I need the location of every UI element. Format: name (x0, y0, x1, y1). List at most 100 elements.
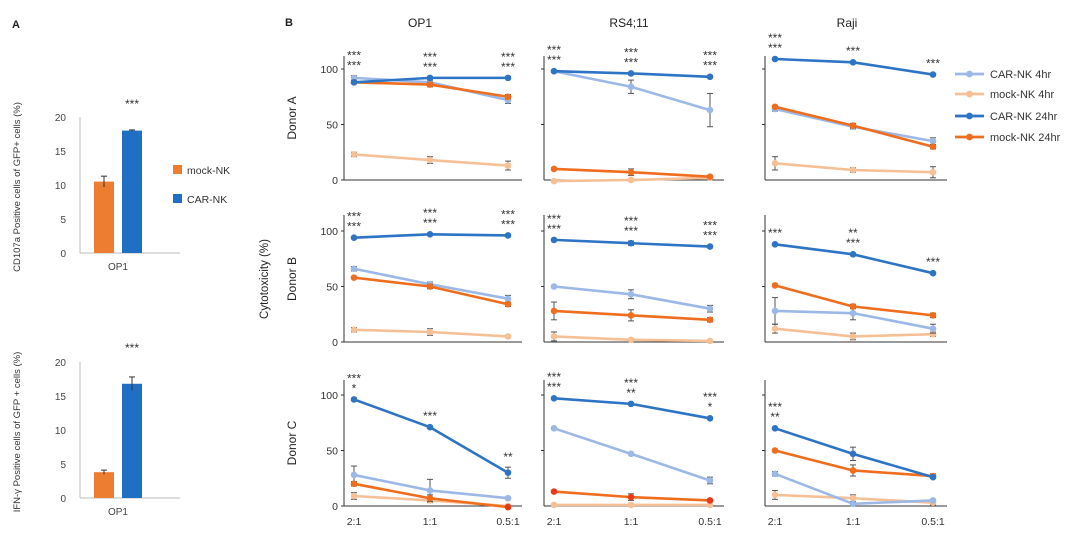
data-point (550, 395, 558, 402)
data-point (550, 333, 558, 340)
column-title: OP1 (408, 16, 432, 30)
data-point (771, 282, 779, 289)
row-title: Donor B (285, 257, 299, 301)
x-tick-label: OP1 (108, 262, 128, 273)
x-tick-label: 0.5:1 (496, 516, 520, 528)
significance-stars: *** (547, 43, 561, 57)
data-point (771, 241, 779, 248)
significance-stars: *** (703, 49, 717, 63)
y-tick-label: 50 (326, 446, 338, 458)
significance-stars: *** (125, 97, 139, 111)
y-axis-label: Cytotoxicity (%) (259, 239, 271, 319)
x-tick-label: 0.5:1 (698, 516, 722, 528)
data-point (771, 307, 779, 315)
line-chart-donor-a-rs411: ************ ****** (541, 43, 724, 185)
significance-stars: *** (547, 53, 561, 67)
significance-stars: *** (423, 60, 437, 74)
data-point (426, 156, 434, 164)
cytotoxicity-line-charts: OP1 RS4;11 Raji Donor A Donor B Donor C Cytoto… (259, 16, 947, 528)
data-point (771, 425, 779, 432)
data-point (426, 231, 434, 238)
data-point (627, 450, 635, 458)
data-point (849, 450, 857, 458)
data-point (627, 239, 635, 247)
significance-stars: *** (768, 226, 782, 240)
panel-label-b: B (285, 17, 293, 29)
data-point (771, 160, 779, 167)
data-point (929, 497, 937, 504)
y-tick-label: 20 (55, 113, 67, 124)
data-point (504, 93, 512, 101)
bar-car-nk (122, 130, 142, 253)
line-chart-donor-b-raji: *** ******** (762, 215, 947, 343)
x-tick-label: 2:1 (768, 516, 783, 528)
y-tick-label: 10 (55, 181, 67, 192)
data-point (504, 494, 512, 502)
data-point (426, 423, 434, 431)
data-point (849, 59, 857, 66)
y-tick-label: 15 (55, 392, 67, 403)
data-point (627, 336, 635, 344)
significance-stars: * (352, 381, 357, 395)
data-point (627, 290, 635, 298)
significance-stars: *** (768, 400, 782, 414)
legend-label: CAR-NK 24hr (990, 111, 1058, 123)
legend-label: mock-NK (187, 165, 230, 177)
data-point (350, 396, 358, 403)
significance-stars: *** (501, 60, 515, 74)
significance-stars: *** (703, 228, 717, 242)
significance-stars: *** (347, 59, 361, 73)
significance-stars: *** (768, 41, 782, 55)
significance-stars: *** (703, 390, 717, 404)
data-point (706, 173, 714, 180)
y-tick-label: 100 (320, 390, 338, 402)
data-point (849, 309, 857, 317)
legend-label: mock-NK 24hr (990, 132, 1061, 144)
significance-stars: *** (547, 370, 561, 384)
data-point (350, 79, 358, 86)
data-point (929, 143, 937, 150)
data-point (771, 103, 779, 111)
bar-chart-cd107a: 0 5 10 15 20 *** OP1 CD107a Positive cells of G… (12, 97, 230, 273)
significance-stars: *** (768, 31, 782, 45)
bar-chart-ifng: 0 5 10 15 20 *** OP1 IFN-γ Positive cells of GF… (12, 341, 180, 518)
line-chart-donor-c-rs411: 2:1 1:1 0.5:1****** ***** **** (541, 370, 724, 528)
data-point (849, 122, 857, 129)
data-point (426, 74, 434, 82)
significance-stars: *** (624, 376, 638, 390)
significance-stars: ** (503, 450, 513, 464)
x-tick-label: OP1 (108, 507, 128, 518)
row-title: Donor A (285, 96, 299, 139)
y-tick-label: 0 (332, 175, 338, 187)
data-point (426, 494, 434, 502)
data-point (426, 487, 434, 494)
data-point (550, 283, 558, 290)
y-tick-label: 100 (320, 64, 338, 76)
data-point (350, 234, 358, 241)
bar-mock-nk (94, 472, 114, 498)
data-point (426, 283, 434, 290)
data-point (849, 251, 857, 258)
data-point (627, 168, 635, 176)
significance-stars: *** (347, 49, 361, 63)
column-title: Raji (837, 16, 858, 30)
y-axis-label: CD107a Positive cells of GFP+ cells (%) (12, 102, 23, 272)
legend-marker (966, 70, 973, 78)
data-point (504, 469, 512, 477)
data-point (627, 400, 635, 408)
significance-stars: *** (547, 222, 561, 236)
significance-stars: *** (423, 206, 437, 220)
y-tick-label: 0 (332, 337, 338, 349)
data-point (426, 81, 434, 88)
data-point (627, 70, 635, 77)
data-point (504, 295, 512, 303)
significance-stars: *** (926, 255, 940, 269)
data-point (550, 236, 558, 244)
data-point (504, 503, 512, 511)
significance-stars: *** (703, 59, 717, 73)
row-title: Donor C (285, 420, 299, 465)
significance-stars: *** (624, 214, 638, 228)
x-tick-label: 2:1 (347, 516, 362, 528)
data-point (550, 488, 558, 495)
